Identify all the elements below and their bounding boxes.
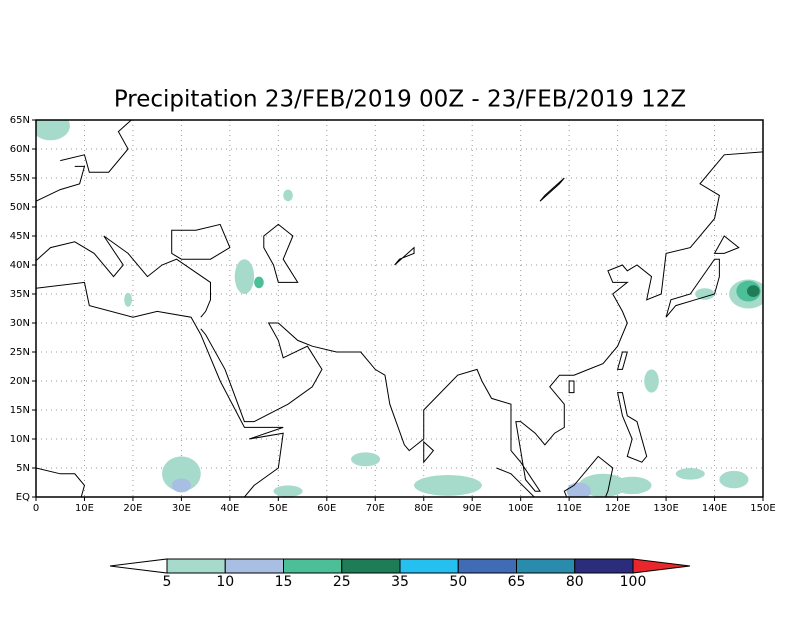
lon-tick-label: 50E [269, 503, 288, 514]
precip-light [36, 120, 763, 497]
lon-tick-label: 100E [508, 503, 533, 514]
colorbar: 5 10 15 25 35 50 65 80 100 [109, 558, 691, 590]
lat-tick-label: 35N [10, 289, 30, 300]
colorbar-box [574, 558, 634, 574]
lon-tick-label: 10E [75, 503, 94, 514]
colorbar-label: 65 [508, 574, 526, 590]
lat-tick-label: 20N [10, 376, 30, 387]
lat-tick-label: 15N [10, 405, 30, 416]
colorbar-box [457, 558, 517, 574]
colorbar-label: 15 [275, 574, 293, 590]
lon-tick-label: 20E [123, 503, 142, 514]
lat-tick-label: 40N [10, 260, 30, 271]
title: Precipitation 23/FEB/2019 00Z - 23/FEB/2… [114, 87, 686, 113]
lon-tick-label: 90E [463, 503, 482, 514]
lat-tick-label: 5N [16, 463, 30, 474]
lon-tick-label: 0 [33, 503, 39, 514]
lon-tick-label: 140E [702, 503, 727, 514]
lat-tick-label: 25N [10, 347, 30, 358]
colorbar-box [399, 558, 459, 574]
lat-tick-label: 45N [10, 231, 30, 242]
lon-tick-label: 70E [366, 503, 385, 514]
lon-tick-label: 60E [317, 503, 336, 514]
lon-tick-label: 110E [556, 503, 581, 514]
lat-tick-label: 55N [10, 173, 30, 184]
lat-tick-label: EQ [16, 492, 30, 503]
lon-tick-label: 120E [605, 503, 630, 514]
lat-tick-label: 10N [10, 434, 30, 445]
grid [35, 119, 764, 498]
colorbar-label: 10 [216, 574, 234, 590]
colorbar-under [109, 558, 168, 574]
lat-tick-label: 30N [10, 318, 30, 329]
colorbar-over [632, 558, 691, 574]
colorbar-label: 25 [333, 574, 351, 590]
lat-tick-label: 60N [10, 144, 30, 155]
colorbar-label: 50 [449, 574, 467, 590]
geography [36, 120, 763, 497]
precip-moderate [171, 276, 761, 497]
lon-tick-label: 80E [414, 503, 433, 514]
lon-tick-label: 130E [653, 503, 678, 514]
colorbar-box [283, 558, 343, 574]
lon-tick-label: 30E [172, 503, 191, 514]
colorbar-label: 35 [391, 574, 409, 590]
lat-tick-label: 65N [10, 115, 30, 126]
colorbar-box [516, 558, 576, 574]
colorbar-box [224, 558, 284, 574]
lon-tick-label: 40E [220, 503, 239, 514]
colorbar-label: 5 [163, 574, 172, 590]
map-layer [36, 120, 763, 497]
map-frame [35, 119, 764, 498]
colorbar-box [341, 558, 401, 574]
lat-tick-label: 50N [10, 202, 30, 213]
colorbar-box [166, 558, 226, 574]
colorbar-label: 100 [620, 574, 647, 590]
colorbar-label: 80 [566, 574, 584, 590]
lon-tick-label: 150E [750, 503, 775, 514]
